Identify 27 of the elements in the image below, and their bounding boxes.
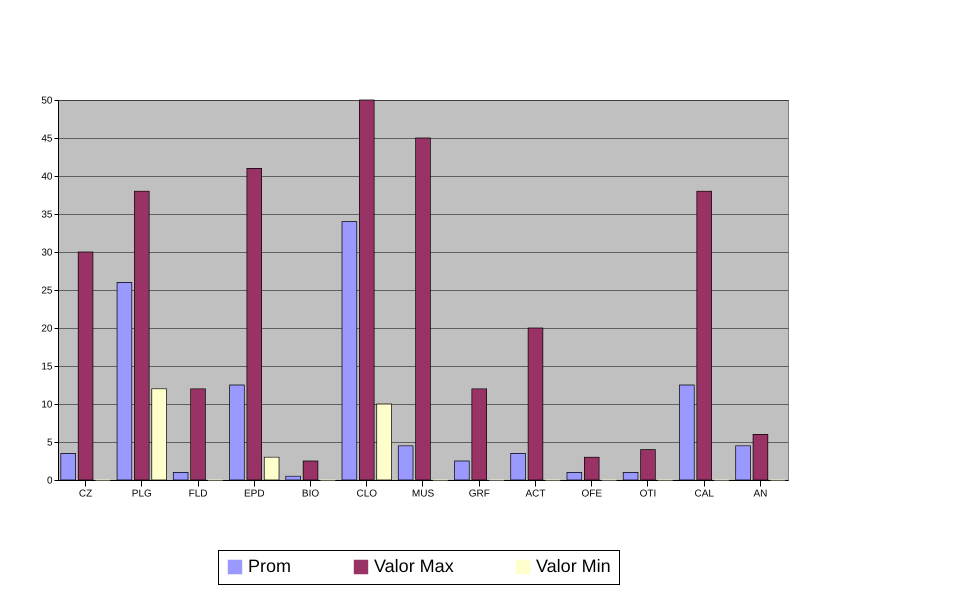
x-tick-label: CLO xyxy=(356,488,378,500)
legend-label: Prom xyxy=(248,556,292,576)
y-tick-label: 15 xyxy=(41,362,53,372)
x-tick-label: PLG xyxy=(132,488,152,500)
x-tick-label: CZ xyxy=(78,488,92,500)
y-tick-label: 50 xyxy=(41,96,53,106)
y-tick-label: 30 xyxy=(41,248,53,258)
y-tick-label: 45 xyxy=(41,134,53,144)
y-tick-label: 35 xyxy=(41,210,53,220)
y-tick-label: 40 xyxy=(41,172,53,182)
y-tick-label: 5 xyxy=(46,438,53,448)
legend-label: Valor Min xyxy=(536,556,611,576)
y-tick-label: 20 xyxy=(41,324,53,334)
x-tick-label: FLD xyxy=(188,488,208,500)
y-tick-label: 0 xyxy=(46,476,53,486)
x-tick-label: OFE xyxy=(581,488,602,500)
y-tick-label: 25 xyxy=(41,286,53,296)
x-tick-label: OTI xyxy=(640,488,656,500)
x-tick-label: ACT xyxy=(525,488,546,500)
x-tick-label: EPD xyxy=(244,488,265,500)
x-tick-label: BIO xyxy=(302,488,320,500)
x-tick-label: AN xyxy=(753,488,768,500)
x-tick-label: GRF xyxy=(468,488,490,500)
x-tick-label: CAL xyxy=(694,488,714,500)
y-tick-label: 10 xyxy=(41,400,53,410)
x-tick-label: MUS xyxy=(412,488,434,500)
legend-label: Valor Max xyxy=(374,556,454,576)
